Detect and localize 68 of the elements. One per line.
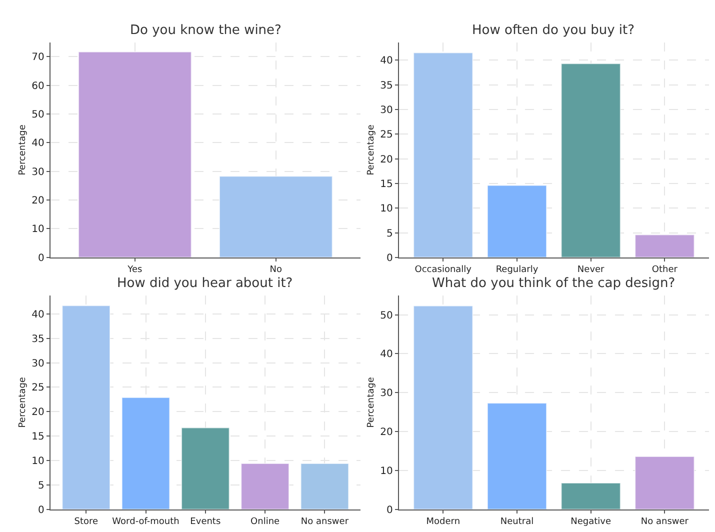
y-axis-title: Percentage bbox=[366, 376, 376, 428]
x-tick-label: No answer bbox=[640, 517, 689, 528]
x-tick-label: No bbox=[270, 265, 283, 276]
x-tick-label: Neutral bbox=[500, 517, 534, 528]
chart-title: How often do you buy it? bbox=[472, 23, 635, 38]
y-tick-label: 35 bbox=[32, 334, 44, 345]
chart-title: What do you think of the cap design? bbox=[432, 276, 676, 291]
x-tick-label: Events bbox=[190, 517, 221, 528]
bar bbox=[486, 184, 548, 258]
x-tick-label: Yes bbox=[126, 265, 142, 276]
y-tick-label: 40 bbox=[32, 138, 44, 150]
y-tick-label: 30 bbox=[380, 104, 393, 116]
y-tick-label: 0 bbox=[38, 252, 44, 264]
y-tick-label: 10 bbox=[380, 204, 393, 215]
y-axis-title: Percentage bbox=[366, 124, 376, 176]
bar bbox=[560, 63, 621, 258]
y-tick-label: 40 bbox=[380, 349, 393, 360]
y-tick-label: 30 bbox=[380, 388, 393, 400]
y-tick-label: 15 bbox=[380, 178, 393, 190]
x-tick-label: Negative bbox=[570, 517, 612, 528]
y-tick-label: 0 bbox=[386, 252, 393, 264]
y-tick-label: 20 bbox=[380, 427, 393, 438]
x-tick-label: Store bbox=[74, 517, 98, 528]
y-tick-label: 15 bbox=[32, 432, 44, 443]
y-tick-label: 60 bbox=[32, 80, 44, 92]
chart-title: How did you hear about it? bbox=[117, 276, 293, 291]
y-tick-label: 35 bbox=[380, 80, 393, 92]
y-tick-label: 10 bbox=[32, 456, 44, 468]
x-tick-label: Occasionally bbox=[414, 265, 472, 276]
y-tick-label: 40 bbox=[32, 309, 44, 320]
y-tick-label: 25 bbox=[32, 382, 44, 394]
bar bbox=[413, 52, 474, 258]
bar bbox=[62, 305, 110, 510]
bar bbox=[634, 234, 695, 258]
x-tick-label: Word-of-mouth bbox=[112, 517, 180, 528]
y-tick-label: 10 bbox=[380, 466, 393, 477]
y-tick-label: 20 bbox=[380, 154, 393, 166]
y-tick-label: 25 bbox=[380, 130, 393, 141]
bar bbox=[121, 396, 170, 510]
y-tick-label: 30 bbox=[32, 166, 44, 178]
chart-title: Do you know the wine? bbox=[130, 23, 282, 38]
bar bbox=[300, 462, 350, 510]
bar bbox=[240, 462, 290, 510]
x-tick-label: Modern bbox=[426, 517, 460, 528]
y-tick-label: 50 bbox=[380, 310, 393, 322]
y-axis-title: Percentage bbox=[18, 376, 28, 428]
y-tick-label: 40 bbox=[380, 56, 393, 67]
y-tick-label: 70 bbox=[32, 52, 44, 64]
y-tick-label: 20 bbox=[32, 407, 44, 418]
y-tick-label: 5 bbox=[38, 480, 44, 492]
y-tick-label: 20 bbox=[32, 196, 44, 207]
y-tick-label: 5 bbox=[386, 228, 393, 240]
bar bbox=[634, 456, 695, 510]
x-tick-label: Never bbox=[577, 265, 605, 276]
bar bbox=[486, 402, 548, 510]
bar bbox=[413, 305, 474, 510]
x-tick-label: Regularly bbox=[496, 265, 539, 276]
bar bbox=[560, 482, 621, 510]
x-tick-label: Other bbox=[652, 265, 678, 276]
y-tick-label: 0 bbox=[386, 504, 393, 516]
y-tick-label: 10 bbox=[32, 224, 44, 236]
y-tick-label: 0 bbox=[38, 504, 44, 516]
y-axis-title: Percentage bbox=[18, 124, 28, 176]
x-tick-label: No answer bbox=[300, 517, 349, 528]
x-tick-label: Online bbox=[250, 517, 280, 528]
bar bbox=[181, 427, 230, 510]
y-tick-label: 30 bbox=[32, 358, 44, 370]
y-tick-label: 50 bbox=[32, 110, 44, 121]
